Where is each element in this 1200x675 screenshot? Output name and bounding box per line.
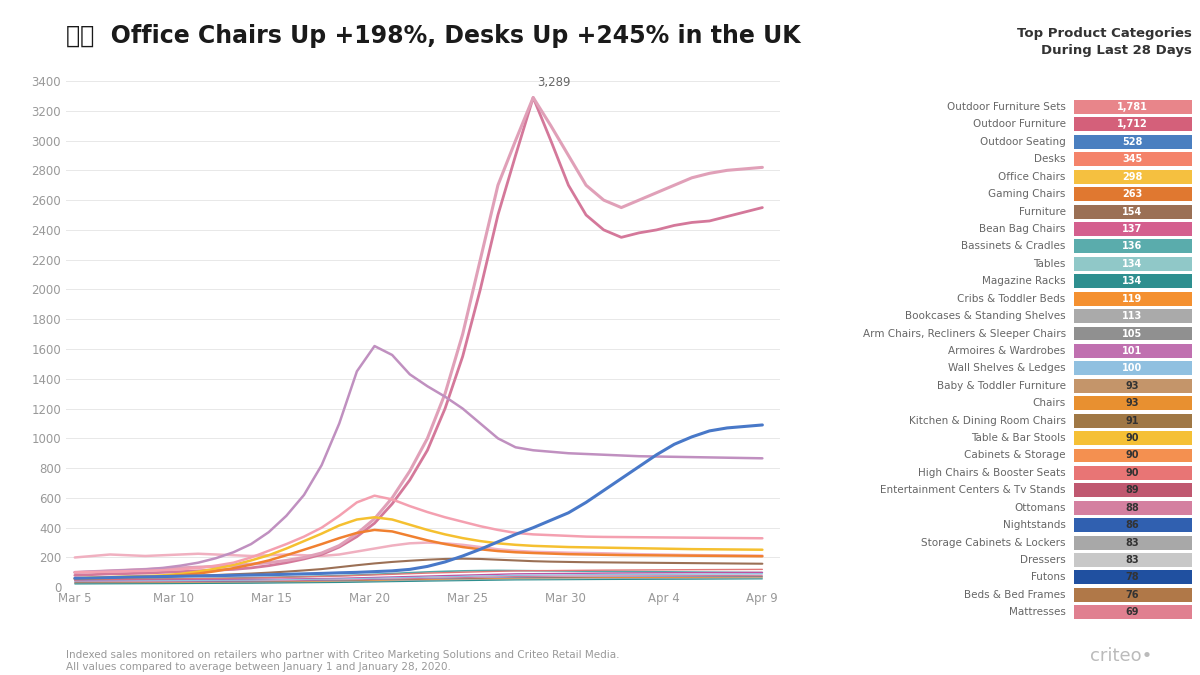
Text: Nightstands: Nightstands (1003, 520, 1066, 530)
Text: Wall Shelves & Ledges: Wall Shelves & Ledges (948, 363, 1066, 373)
Text: 76: 76 (1126, 590, 1139, 600)
Text: 90: 90 (1126, 433, 1139, 443)
FancyBboxPatch shape (1074, 187, 1192, 201)
FancyBboxPatch shape (1074, 553, 1192, 567)
FancyBboxPatch shape (1074, 483, 1192, 497)
FancyBboxPatch shape (1074, 588, 1192, 602)
FancyBboxPatch shape (1074, 466, 1192, 480)
Text: Kitchen & Dining Room Chairs: Kitchen & Dining Room Chairs (908, 416, 1066, 426)
FancyBboxPatch shape (1074, 344, 1192, 358)
Text: Mattresses: Mattresses (1009, 608, 1066, 618)
Text: High Chairs & Booster Seats: High Chairs & Booster Seats (918, 468, 1066, 478)
Text: 93: 93 (1126, 381, 1139, 391)
Text: 101: 101 (1122, 346, 1142, 356)
Text: 1,712: 1,712 (1117, 119, 1148, 130)
Text: Tables: Tables (1033, 259, 1066, 269)
Text: 119: 119 (1122, 294, 1142, 304)
FancyBboxPatch shape (1074, 361, 1192, 375)
Text: 93: 93 (1126, 398, 1139, 408)
Text: 83: 83 (1126, 537, 1139, 547)
Text: Cribs & Toddler Beds: Cribs & Toddler Beds (958, 294, 1066, 304)
Text: 83: 83 (1126, 555, 1139, 565)
Text: Outdoor Furniture Sets: Outdoor Furniture Sets (947, 102, 1066, 112)
Text: Storage Cabinets & Lockers: Storage Cabinets & Lockers (922, 537, 1066, 547)
Text: Bean Bag Chairs: Bean Bag Chairs (979, 224, 1066, 234)
FancyBboxPatch shape (1074, 379, 1192, 393)
FancyBboxPatch shape (1074, 135, 1192, 148)
Text: 298: 298 (1122, 171, 1142, 182)
Text: Futons: Futons (1031, 572, 1066, 583)
FancyBboxPatch shape (1074, 431, 1192, 445)
Text: 136: 136 (1122, 242, 1142, 251)
Text: 86: 86 (1126, 520, 1139, 530)
Text: Entertainment Centers & Tv Stands: Entertainment Centers & Tv Stands (880, 485, 1066, 495)
Text: Armoires & Wardrobes: Armoires & Wardrobes (948, 346, 1066, 356)
FancyBboxPatch shape (1074, 205, 1192, 219)
FancyBboxPatch shape (1074, 414, 1192, 427)
FancyBboxPatch shape (1074, 153, 1192, 166)
FancyBboxPatch shape (1074, 274, 1192, 288)
Text: 154: 154 (1122, 207, 1142, 217)
Text: Indexed sales monitored on retailers who partner with Criteo Marketing Solutions: Indexed sales monitored on retailers who… (66, 650, 619, 672)
Text: 263: 263 (1122, 189, 1142, 199)
Text: 3,289: 3,289 (538, 76, 571, 88)
Text: 88: 88 (1126, 503, 1140, 513)
Text: Top Product Categories
During Last 28 Days: Top Product Categories During Last 28 Da… (1016, 27, 1192, 57)
Text: Table & Bar Stools: Table & Bar Stools (971, 433, 1066, 443)
FancyBboxPatch shape (1074, 100, 1192, 114)
Text: 91: 91 (1126, 416, 1139, 426)
Text: 134: 134 (1122, 276, 1142, 286)
Text: 137: 137 (1122, 224, 1142, 234)
Text: Bassinets & Cradles: Bassinets & Cradles (961, 242, 1066, 251)
Text: 113: 113 (1122, 311, 1142, 321)
Text: 105: 105 (1122, 329, 1142, 338)
Text: Outdoor Furniture: Outdoor Furniture (973, 119, 1066, 130)
Text: 🇬🇧  Office Chairs Up +198%, Desks Up +245% in the UK: 🇬🇧 Office Chairs Up +198%, Desks Up +245… (66, 24, 800, 48)
Text: 1,781: 1,781 (1117, 102, 1148, 112)
FancyBboxPatch shape (1074, 292, 1192, 306)
Text: 78: 78 (1126, 572, 1139, 583)
FancyBboxPatch shape (1074, 536, 1192, 549)
Text: Desks: Desks (1034, 155, 1066, 164)
Text: 90: 90 (1126, 468, 1139, 478)
Text: Cabinets & Storage: Cabinets & Storage (964, 450, 1066, 460)
FancyBboxPatch shape (1074, 448, 1192, 462)
Text: Furniture: Furniture (1019, 207, 1066, 217)
Text: Ottomans: Ottomans (1014, 503, 1066, 513)
FancyBboxPatch shape (1074, 117, 1192, 132)
Text: 100: 100 (1122, 363, 1142, 373)
FancyBboxPatch shape (1074, 605, 1192, 619)
Text: Office Chairs: Office Chairs (998, 171, 1066, 182)
Text: Beds & Bed Frames: Beds & Bed Frames (964, 590, 1066, 600)
Text: Bookcases & Standing Shelves: Bookcases & Standing Shelves (905, 311, 1066, 321)
Text: 345: 345 (1122, 155, 1142, 164)
FancyBboxPatch shape (1074, 240, 1192, 253)
FancyBboxPatch shape (1074, 257, 1192, 271)
Text: 69: 69 (1126, 608, 1139, 618)
FancyBboxPatch shape (1074, 570, 1192, 585)
Text: Magazine Racks: Magazine Racks (982, 276, 1066, 286)
Text: Dressers: Dressers (1020, 555, 1066, 565)
Text: 89: 89 (1126, 485, 1139, 495)
FancyBboxPatch shape (1074, 222, 1192, 236)
Text: Outdoor Seating: Outdoor Seating (980, 137, 1066, 147)
Text: Gaming Chairs: Gaming Chairs (989, 189, 1066, 199)
Text: Arm Chairs, Recliners & Sleeper Chairs: Arm Chairs, Recliners & Sleeper Chairs (863, 329, 1066, 338)
FancyBboxPatch shape (1074, 501, 1192, 515)
Text: Chairs: Chairs (1032, 398, 1066, 408)
FancyBboxPatch shape (1074, 309, 1192, 323)
FancyBboxPatch shape (1074, 396, 1192, 410)
Text: Baby & Toddler Furniture: Baby & Toddler Furniture (937, 381, 1066, 391)
Text: 90: 90 (1126, 450, 1139, 460)
Text: criteo•: criteo• (1090, 647, 1152, 665)
FancyBboxPatch shape (1074, 327, 1192, 340)
Text: 134: 134 (1122, 259, 1142, 269)
FancyBboxPatch shape (1074, 518, 1192, 532)
FancyBboxPatch shape (1074, 169, 1192, 184)
Text: 528: 528 (1122, 137, 1142, 147)
